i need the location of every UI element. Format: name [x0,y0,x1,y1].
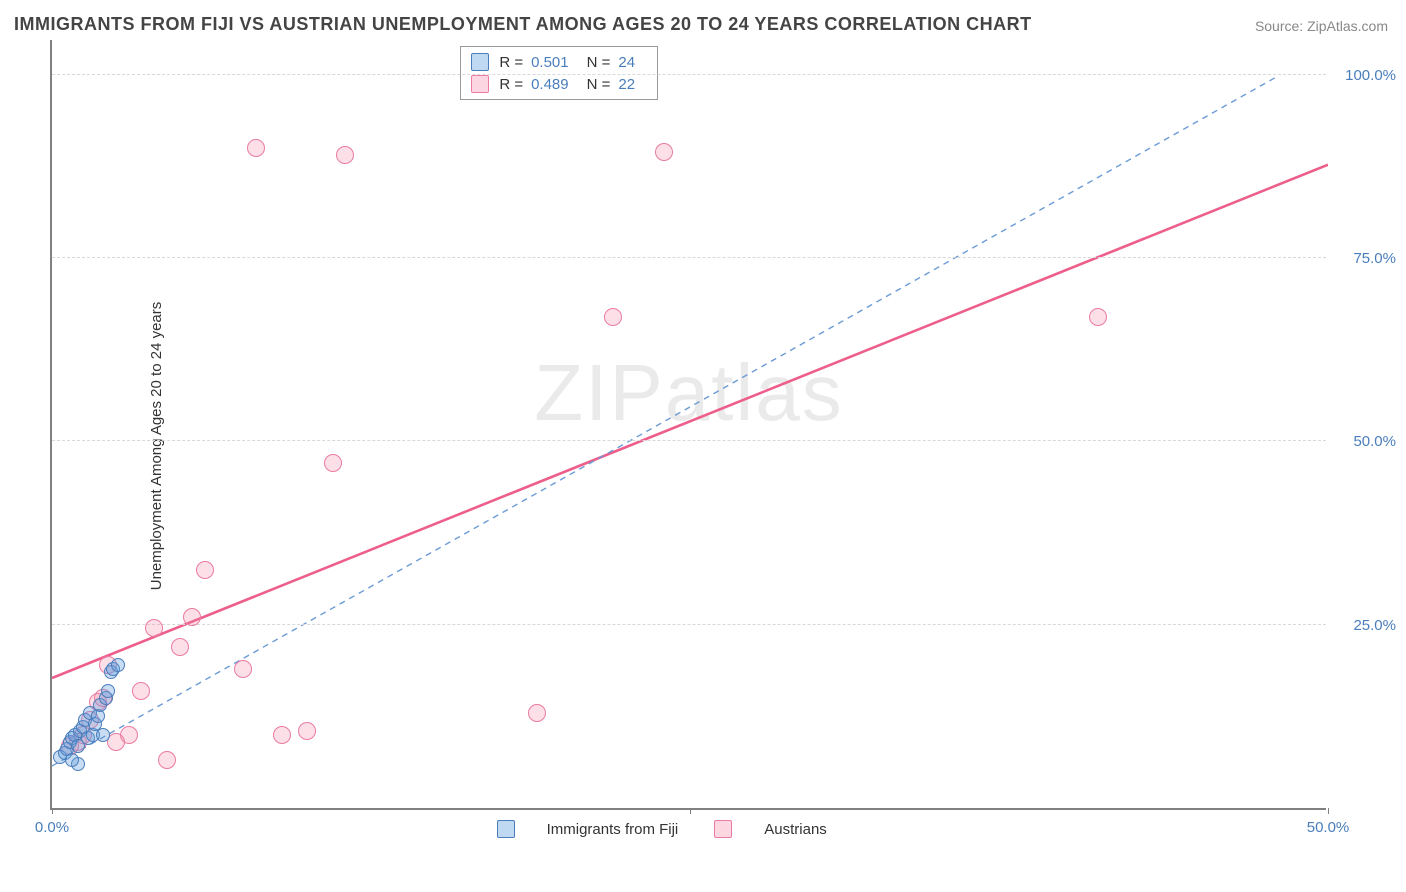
gridline [52,257,1326,258]
swatch-blue-icon [497,820,515,838]
scatter-point [336,146,354,164]
scatter-point [111,658,125,672]
plot-area: ZIPatlas R = 0.501 N = 24 R = 0.489 N = … [50,40,1326,810]
x-tick-label: 0.0% [35,819,69,836]
legend-n-label: N = [587,76,611,93]
y-tick-label: 75.0% [1336,250,1396,267]
scatter-point [183,608,201,626]
scatter-point [655,143,673,161]
trend-lines [52,40,1328,810]
source-credit: Source: ZipAtlas.com [1255,18,1388,34]
swatch-pink-icon [714,820,732,838]
scatter-point [273,726,291,744]
legend-row-blue: R = 0.501 N = 24 [471,51,647,73]
x-tick-mark [1328,808,1329,814]
trend-line [52,165,1328,678]
scatter-point [324,454,342,472]
scatter-point [528,704,546,722]
scatter-point [101,684,115,698]
gridline [52,624,1326,625]
scatter-point [158,751,176,769]
x-tick-label: 50.0% [1307,819,1350,836]
scatter-point [604,308,622,326]
swatch-blue-icon [471,53,489,71]
scatter-point [234,660,252,678]
scatter-point [196,561,214,579]
legend-pink-label: Austrians [764,821,827,838]
watermark: ZIPatlas [534,347,843,439]
legend-n-label: N = [587,54,611,71]
legend-blue-n: 24 [618,54,635,71]
scatter-point [171,638,189,656]
legend-series: Immigrants from Fiji Austrians [497,820,827,838]
chart-container: IMMIGRANTS FROM FIJI VS AUSTRIAN UNEMPLO… [0,0,1406,892]
legend-pink-r: 0.489 [531,76,569,93]
scatter-point [145,619,163,637]
y-tick-label: 25.0% [1336,617,1396,634]
legend-r-label: R = [499,76,523,93]
y-tick-label: 50.0% [1336,433,1396,450]
scatter-point [96,728,110,742]
y-tick-label: 100.0% [1336,67,1396,84]
scatter-point [65,753,79,767]
legend-blue-label: Immigrants from Fiji [547,821,679,838]
legend-blue-r: 0.501 [531,54,569,71]
gridline [52,74,1326,75]
scatter-point [120,726,138,744]
legend-row-pink: R = 0.489 N = 22 [471,73,647,95]
swatch-pink-icon [471,75,489,93]
legend-r-label: R = [499,54,523,71]
scatter-point [298,722,316,740]
scatter-point [1089,308,1107,326]
gridline [52,440,1326,441]
scatter-point [132,682,150,700]
x-tick-mark [690,808,691,814]
scatter-point [247,139,265,157]
x-tick-mark [52,808,53,814]
watermark-text: ZIPatlas [534,348,843,437]
chart-title: IMMIGRANTS FROM FIJI VS AUSTRIAN UNEMPLO… [14,14,1032,35]
legend-pink-n: 22 [618,76,635,93]
